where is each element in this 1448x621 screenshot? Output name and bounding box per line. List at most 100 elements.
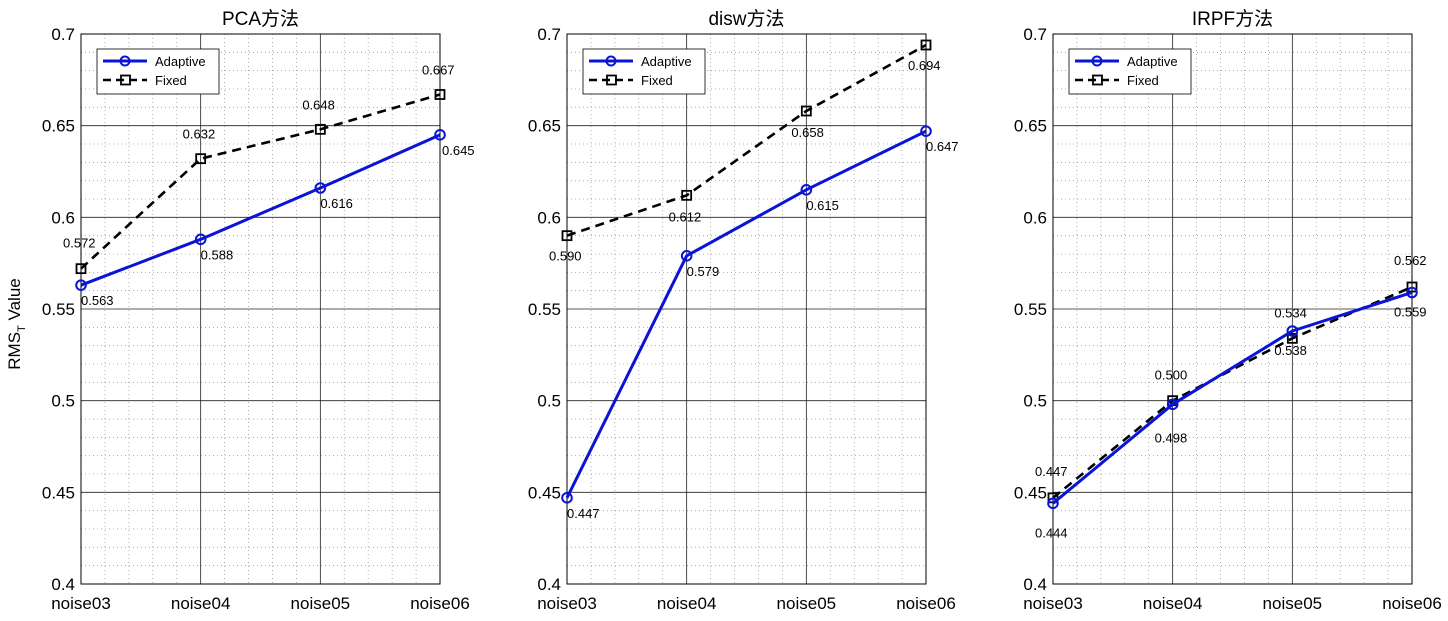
axes-box: [80, 33, 441, 585]
y-tick-label: 0.6: [537, 208, 561, 227]
x-tick-label: noise03: [51, 594, 111, 613]
data-point: [1286, 325, 1299, 337]
data-label: 0.447: [567, 506, 600, 521]
y-tick-label: 0.4: [537, 575, 561, 594]
x-tick-label: noise03: [537, 594, 597, 613]
chart-panel-1: 0.4 0.45 0.5 0.55 0.6 0.65 0.7 noise03 noise04 no…: [42, 8, 475, 613]
data-label: 0.615: [806, 198, 839, 213]
y-tick-label: 0.7: [537, 25, 561, 44]
data-point: [1047, 497, 1059, 510]
legend-marker: [1092, 74, 1103, 86]
legend-marker: [119, 55, 131, 67]
legend: Adaptive Fixed: [582, 48, 706, 95]
series-adaptive: 0.444 0.498 0.538 0.559: [1035, 286, 1427, 540]
axes-box: [1052, 33, 1413, 585]
legend-box: [582, 48, 706, 95]
data-label: 0.559: [1394, 305, 1427, 320]
legend-label: Fixed: [155, 73, 187, 88]
y-tick-label: 0.55: [528, 300, 561, 319]
data-label: 0.534: [1274, 305, 1307, 320]
data-point: [1406, 281, 1418, 293]
y-tick-label: 0.65: [1014, 117, 1047, 136]
legend-box: [1068, 48, 1192, 95]
major-grid: [1053, 34, 1412, 584]
legend-box: [96, 48, 220, 95]
data-point: [434, 89, 446, 100]
series-fixed: 0.447 0.500 0.534 0.562: [1035, 253, 1427, 504]
y-tick-label: 0.5: [537, 392, 561, 411]
x-tick-label: noise06: [896, 594, 956, 613]
data-point: [1166, 398, 1179, 411]
series-line: [80, 133, 441, 287]
data-point: [1286, 332, 1298, 344]
data-label: 0.616: [320, 196, 353, 211]
x-tick-label: noise06: [410, 594, 470, 613]
data-point: [920, 39, 932, 51]
legend: Adaptive Fixed: [1068, 48, 1192, 95]
data-label: 0.632: [183, 127, 216, 142]
y-tick-label: 0.55: [1014, 300, 1047, 319]
series-line: [566, 43, 927, 237]
x-tick-label: noise03: [1023, 594, 1083, 613]
y-tick-label: 0.45: [42, 483, 75, 502]
data-label: 0.447: [1035, 464, 1068, 479]
data-point: [800, 105, 812, 117]
series-line: [1052, 291, 1413, 505]
data-point: [681, 189, 693, 201]
data-point: [680, 250, 693, 262]
data-label: 0.562: [1394, 253, 1427, 268]
data-point: [800, 184, 813, 196]
chart-title: PCA方法: [222, 8, 299, 30]
svg-text:RMST Value: RMST Value: [5, 278, 28, 369]
y-tick-label: 0.55: [42, 300, 75, 319]
data-label: 0.500: [1155, 368, 1188, 383]
major-grid: [81, 34, 440, 584]
data-label: 0.563: [81, 293, 114, 308]
chart-panel-3: 0.4 0.45 0.5 0.55 0.6 0.65 0.7 noise03 noise04 no…: [1014, 8, 1442, 613]
x-tick-label: noise06: [1382, 594, 1442, 613]
legend: Adaptive Fixed: [96, 48, 220, 95]
y-tick-label: 0.7: [51, 25, 75, 44]
data-point: [920, 125, 932, 137]
data-label: 0.658: [791, 125, 824, 140]
legend-marker: [605, 55, 617, 67]
legend-label: Adaptive: [155, 54, 206, 69]
data-label: 0.648: [302, 97, 335, 112]
data-point: [1406, 286, 1418, 299]
data-point: [75, 263, 87, 275]
series-fixed: 0.572 0.632 0.648 0.667: [63, 63, 455, 275]
x-tick-label: noise04: [171, 594, 231, 613]
legend-label: Adaptive: [1127, 54, 1178, 69]
data-point: [195, 153, 207, 165]
y-tick-label: 0.5: [51, 392, 75, 411]
y-tick-label: 0.45: [528, 483, 561, 502]
y-tick-label: 0.4: [51, 575, 75, 594]
data-point: [75, 279, 87, 291]
data-label: 0.444: [1035, 525, 1068, 540]
data-point: [561, 492, 573, 504]
chart-title: disw方法: [708, 8, 784, 30]
x-tick-label: noise05: [1263, 594, 1323, 613]
legend-label: Fixed: [1127, 73, 1159, 88]
legend-marker: [1091, 55, 1103, 67]
data-label: 0.572: [63, 236, 96, 251]
x-tick-label: noise04: [657, 594, 717, 613]
y-tick-label: 0.65: [42, 117, 75, 136]
y-tick-label: 0.4: [1023, 575, 1047, 594]
chart-panel-2: 0.4 0.45 0.5 0.55 0.6 0.65 0.7 noise03 noise04 no…: [528, 8, 959, 613]
y-tick-label: 0.6: [1023, 208, 1047, 227]
data-point: [194, 233, 207, 246]
data-label: 0.538: [1274, 343, 1307, 358]
y-tick-label: 0.65: [528, 117, 561, 136]
x-tick-label: noise04: [1143, 594, 1203, 613]
y-axis-label-subscript: T: [16, 325, 28, 332]
legend-label: Fixed: [641, 73, 673, 88]
chart-title: IRPF方法: [1192, 8, 1273, 30]
y-axis-label: RMST Value: [5, 278, 28, 369]
y-tick-label: 0.6: [51, 208, 75, 227]
x-tick-label: noise05: [291, 594, 351, 613]
y-tick-label: 0.45: [1014, 483, 1047, 502]
y-axis-label-main: RMS: [5, 332, 24, 370]
x-tick-label: noise05: [777, 594, 837, 613]
